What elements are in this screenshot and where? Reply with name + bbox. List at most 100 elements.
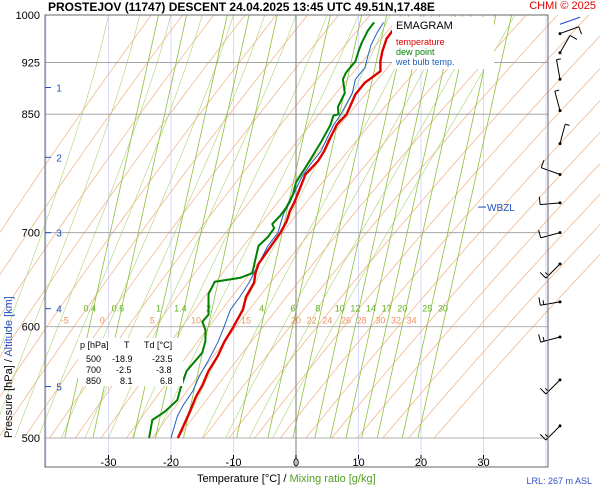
table-header-t: T <box>124 340 130 350</box>
pressure-tick-label: 700 <box>22 228 40 240</box>
wind-barb-station <box>558 424 562 428</box>
wind-barb-station <box>558 300 562 304</box>
wind-barb-feather <box>565 123 570 126</box>
mixing-ratio-line <box>345 14 441 439</box>
mixing-ratio-line <box>401 14 497 439</box>
wind-barbs <box>538 16 582 441</box>
wind-barb-station <box>558 262 562 266</box>
profile-series <box>148 18 404 439</box>
wind-barb-station <box>558 173 562 177</box>
chart-title: PROSTEJOV (11747) DESCENT 24.04.2025 13:… <box>48 0 435 14</box>
dry-adiabat-label: -5 <box>61 316 69 326</box>
wind-barb-feather <box>538 196 541 205</box>
dry-adiabat-line <box>0 14 246 358</box>
dry-adiabat-label: 30 <box>375 316 385 326</box>
dry-adiabat-label: 10 <box>191 316 201 326</box>
dry-adiabat-label: 28 <box>357 316 367 326</box>
mixing-ratio-label: 14 <box>366 304 376 314</box>
dew-point-line <box>148 21 375 439</box>
wind-barb-station <box>558 201 562 205</box>
moist-adiabat-line <box>155 14 359 439</box>
dry-adiabat-line <box>305 100 600 439</box>
table-cell: -23.5 <box>152 354 173 364</box>
wind-barb-station <box>558 142 562 146</box>
dry-adiabat-line <box>0 14 152 234</box>
table-cell: -2.5 <box>116 365 132 375</box>
table-cell: 6.8 <box>160 376 173 386</box>
altitude-tick-label: 1 <box>56 83 62 94</box>
y-label-altitude: Altitude [km] <box>3 296 15 357</box>
mixing-ratio-label: 20 <box>397 304 407 314</box>
dry-adiabat-line <box>433 253 600 439</box>
mixing-ratio-line <box>267 14 363 439</box>
wind-barb-feather <box>540 159 545 168</box>
wbzl-label: WBZL <box>487 203 515 214</box>
dry-adiabat-label: 5 <box>150 316 155 326</box>
mixing-ratio-label: 10 <box>335 304 345 314</box>
wind-barb-station <box>558 335 562 339</box>
mixing-ratio-label: 1 <box>156 304 161 314</box>
plot-frame <box>44 14 549 468</box>
wind-barb-feather <box>569 35 578 40</box>
table-cell: 8.1 <box>120 376 133 386</box>
temperature-line <box>176 18 404 439</box>
wind-barb-station <box>558 109 562 113</box>
pressure-tick-label: 925 <box>22 58 40 70</box>
dry-adiabat-line <box>280 68 600 439</box>
wind-barb-station <box>558 32 562 36</box>
wind-barb-staff <box>559 35 571 54</box>
moist-adiabat-line <box>225 14 453 439</box>
mixing-ratio-label: 0.4 <box>83 304 96 314</box>
temperature-tick-label: -30 <box>101 457 117 469</box>
pressure-tick-label: 850 <box>22 109 40 121</box>
wind-barb-staff <box>559 124 566 144</box>
mixing-ratio-line <box>314 14 409 439</box>
dry-adiabat-line <box>203 14 558 439</box>
mixing-ratio-label: 4 <box>259 304 264 314</box>
legend-title: EMAGRAM <box>396 20 453 32</box>
x-label-sep: / <box>283 473 287 485</box>
temperature-tick-label: 0 <box>293 457 299 469</box>
dry-adiabat-line <box>331 131 600 439</box>
wind-barb-feather <box>538 297 541 306</box>
dry-adiabat-line <box>152 14 496 439</box>
table-cell: -3.8 <box>156 365 172 375</box>
mixing-ratio-label: 30 <box>438 304 448 314</box>
mixing-ratio-label: 12 <box>350 304 360 314</box>
dry-adiabat-label: 34 <box>407 316 417 326</box>
wind-barb-feather <box>539 387 547 395</box>
legend-temperature: temperature <box>396 37 445 47</box>
mixing-ratio-line <box>376 14 472 439</box>
pressure-tick-label: 600 <box>22 322 40 334</box>
wind-barb-station <box>558 231 562 235</box>
dry-adiabat-label: 32 <box>391 316 401 326</box>
wind-barb-staff <box>559 16 581 25</box>
wind-barb-feather <box>539 272 547 279</box>
wind-barb-feather <box>539 434 547 441</box>
mixing-ratio-label: 17 <box>382 304 392 314</box>
wind-barb-feather <box>538 229 542 238</box>
dry-adiabat-line <box>0 14 277 398</box>
dry-adiabat-line <box>0 14 215 317</box>
mixing-ratio-label: 1.4 <box>174 304 187 314</box>
dry-adiabat-line <box>357 163 600 439</box>
mixing-ratio-label: 8 <box>315 304 320 314</box>
altitude-tick-label: 2 <box>56 153 62 164</box>
summary-table: p [hPa] T Td [°C] 500 -18.9 -23.5 700 -2… <box>78 338 183 386</box>
moist-adiabat-line <box>272 14 516 439</box>
dry-adiabat-label: 0 <box>100 316 105 326</box>
wind-barb-staff <box>541 167 561 175</box>
mixing-ratio-label: 6 <box>290 304 295 314</box>
dry-adiabat-label: 24 <box>322 316 332 326</box>
table-cell: 500 <box>86 354 102 364</box>
x-axis-title: Temperature [°C] / Mixing ratio [g/kg] <box>197 473 376 485</box>
wind-barb-staff <box>540 202 561 206</box>
wind-barb-staff <box>540 232 561 239</box>
legend-wet-bulb: wet bulb temp. <box>396 57 455 67</box>
mixing-ratio-label: 0.6 <box>112 304 125 314</box>
temperature-tick-label: -20 <box>163 457 179 469</box>
dry-adiabat-line <box>254 35 600 439</box>
altitude-tick-label: 4 <box>56 305 62 316</box>
